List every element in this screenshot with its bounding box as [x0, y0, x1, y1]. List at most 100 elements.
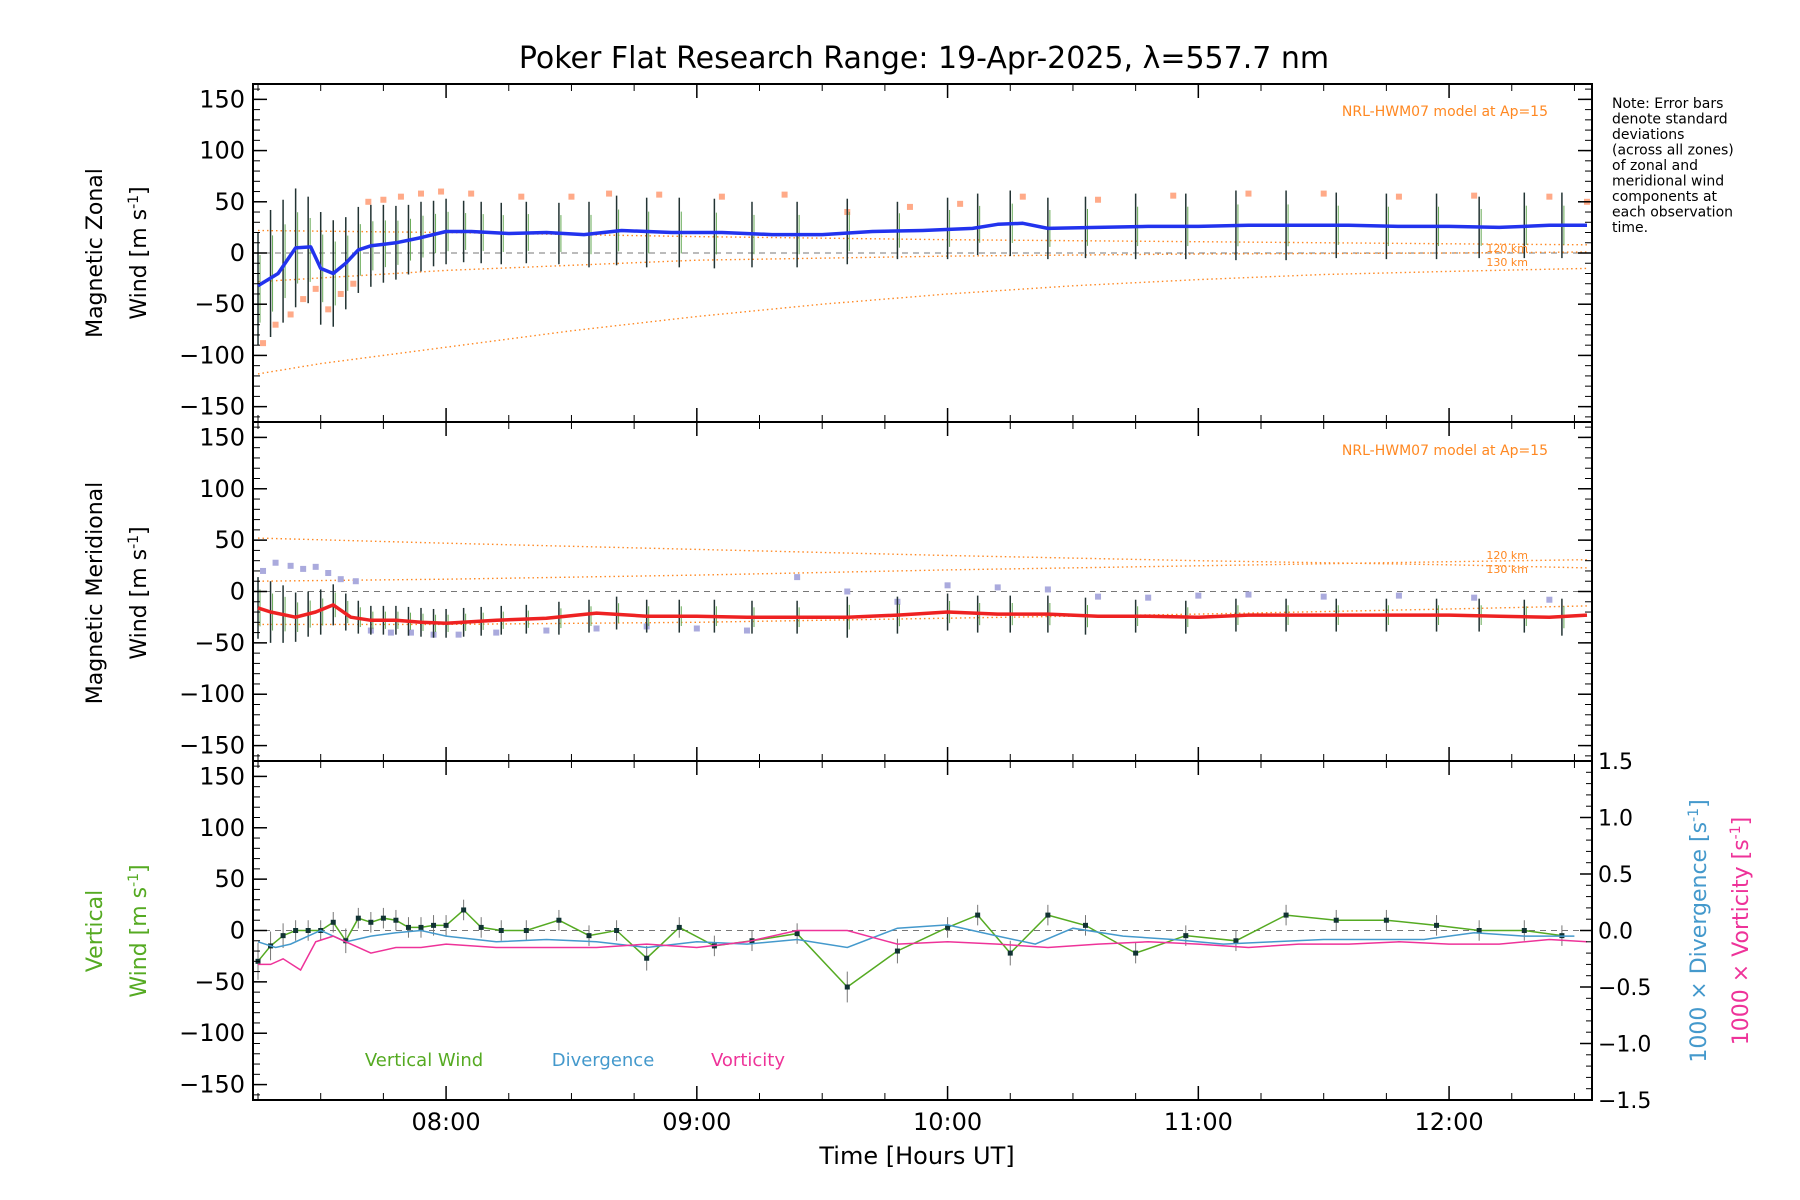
meridional-sample-point — [1145, 594, 1152, 601]
vertical-y-label: Vertical — [83, 890, 108, 972]
zonal-y-tick-label: −100 — [179, 341, 245, 369]
zonal-sample-point — [1395, 193, 1402, 200]
meridional-y-label: Magnetic Meridional — [83, 482, 108, 704]
vertical-plot-area — [253, 899, 1592, 1003]
vertical-wind-point — [1476, 928, 1482, 933]
zonal-model-label: NRL-HWM07 model at Ap=15 — [1342, 104, 1548, 120]
vertical-wind-point — [343, 938, 349, 944]
vertical-wind-point — [1434, 922, 1440, 928]
zonal-sample-point — [325, 306, 332, 313]
x-tick-label: 09:00 — [662, 1108, 731, 1136]
zonal-sample-point — [397, 193, 404, 200]
zonal-y-label-wind: Wind — [127, 257, 152, 319]
vertical-wind-point — [1133, 950, 1139, 956]
vertical-y-tick-label: 100 — [199, 814, 245, 842]
note-line: denote standard — [1612, 112, 1728, 128]
vertical-wind-point — [523, 928, 529, 933]
vertical-wind-point — [1233, 938, 1239, 944]
zonal-sample-point — [350, 280, 357, 287]
vertical-wind-point — [945, 924, 951, 930]
meridional-y-label-sup: -1 — [126, 535, 142, 549]
right-tick-label: 1.0 — [1598, 807, 1633, 832]
meridional-sample-point — [1195, 592, 1202, 599]
meridional-sample-point — [493, 629, 500, 636]
vertical-wind-point — [380, 915, 386, 921]
meridional-model-label: NRL-HWM07 model at Ap=15 — [1342, 443, 1548, 459]
zonal-sample-point — [1095, 196, 1102, 203]
right-tick-label: −0.5 — [1598, 976, 1651, 1001]
meridional-sample-point — [272, 559, 279, 566]
vertical-wind-point — [614, 928, 620, 933]
vertical-wind-point — [280, 933, 286, 939]
vertical-wind-point — [556, 917, 562, 923]
zonal-y-label-close: ] — [127, 186, 152, 195]
vertical-y-label-sup: -1 — [126, 873, 142, 887]
zonal-sample-point — [300, 296, 307, 303]
meridional-sample-point — [287, 562, 294, 569]
vertical-wind-point — [1333, 917, 1339, 923]
note-line: (across all zones) — [1612, 143, 1734, 159]
vertical-wind-point — [1521, 928, 1527, 933]
vertical-wind-point — [676, 924, 682, 930]
meridional-sample-point — [312, 563, 319, 570]
meridional-sample-point — [1395, 592, 1402, 599]
zonal-sample-point — [418, 190, 425, 197]
zonal-y-label-sup: -1 — [126, 195, 142, 209]
meridional-y-unit-text: Wind [m s-1] — [126, 526, 152, 659]
zonal-sample-point — [468, 190, 475, 197]
vertical-wind-point — [478, 924, 484, 930]
zonal-sample-point — [656, 191, 663, 198]
meridional-sample-point — [325, 570, 332, 577]
meridional-sample-point — [352, 578, 359, 585]
legend-vorticity: Vorticity — [711, 1050, 785, 1071]
meridional-panel: −150 −100 −50 0 50 100 150 NRL-HWM07 model at … — [83, 421, 1593, 762]
meridional-sample-point — [260, 567, 267, 574]
divergence-label-main: 1000 × Divergence — [1687, 842, 1712, 1063]
meridional-mean-wind-line — [257, 603, 1588, 626]
zonal-sample-point — [1471, 192, 1478, 199]
vorticity-label-unit: [s — [1729, 839, 1754, 859]
vertical-wind-point — [355, 915, 361, 921]
zonal-y-label-top: Magnetic Zonal — [83, 168, 108, 338]
vertical-wind-point — [431, 922, 437, 928]
vorticity-label-sup: -1 — [1728, 825, 1744, 839]
vertical-y-tick-label: −100 — [179, 1019, 245, 1047]
meridional-y-label-close: ] — [127, 526, 152, 535]
meridional-y-unit-label: Wind [m s-1] — [126, 526, 152, 659]
meridional-sample-point — [994, 584, 1001, 591]
zonal-y-label: Magnetic Zonal — [83, 168, 108, 338]
chart-title: Poker Flat Research Range: 19-Apr-2025, … — [519, 41, 1329, 76]
right-tick-label: −1.5 — [1598, 1089, 1651, 1114]
x-tick-label: 12:00 — [1414, 1108, 1483, 1136]
note-line: each observation — [1612, 205, 1733, 221]
note-line: Note: Error bars — [1612, 96, 1723, 112]
meridional-model-120-label: 120 km — [1486, 549, 1528, 562]
meridional-sample-point — [743, 627, 750, 634]
meridional-sample-point — [844, 588, 851, 595]
vertical-wind-point — [443, 922, 449, 928]
meridional-sample-point — [455, 631, 462, 638]
meridional-sample-point — [1245, 591, 1252, 598]
vorticity-line — [258, 929, 1588, 972]
vertical-wind-point — [418, 924, 424, 930]
meridional-sample-point — [1095, 593, 1102, 600]
vertical-wind-point — [586, 933, 592, 939]
vertical-wind-point — [305, 928, 311, 933]
zonal-sample-point — [260, 340, 267, 347]
vorticity-label-close: ] — [1729, 817, 1754, 826]
zonal-model-130-label: 130 km — [1486, 256, 1528, 269]
note-line: of zonal and — [1612, 158, 1698, 174]
x-axis-label-unit: [Hours UT] — [886, 1142, 1015, 1170]
right-tick-label: 0.5 — [1598, 863, 1633, 888]
vertical-wind-point — [894, 948, 900, 954]
vertical-y-unit-text: Wind [m s-1] — [126, 864, 152, 997]
meridional-y-label-top: Magnetic Meridional — [83, 482, 108, 704]
vertical-panel: −150 −100 −50 0 50 100 150 −1.5 −1.0 −0.5 0.0 0.5 1… — [83, 750, 1754, 1114]
meridional-sample-point — [1546, 596, 1553, 603]
zonal-sample-point — [1170, 192, 1177, 199]
vorticity-label-main: 1000 × Vorticity — [1729, 859, 1754, 1045]
right-tick-label: −1.0 — [1598, 1033, 1651, 1058]
vertical-y-tick-label: 50 — [214, 865, 245, 893]
meridional-y-label-wind: Wind — [127, 597, 152, 659]
